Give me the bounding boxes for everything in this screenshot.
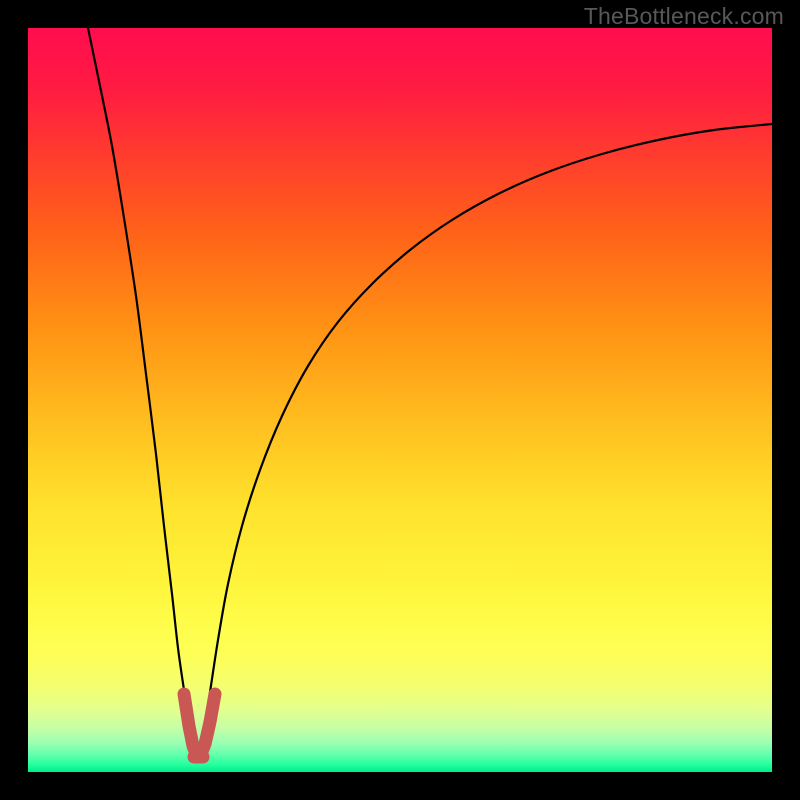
highlight-mark-0 xyxy=(184,694,196,754)
curve-layer xyxy=(28,28,772,772)
plot-area xyxy=(28,28,772,772)
highlight-group xyxy=(184,694,215,757)
watermark-text: TheBottleneck.com xyxy=(584,3,784,30)
highlight-mark-1 xyxy=(201,694,215,754)
bottleneck-curve xyxy=(88,28,772,753)
